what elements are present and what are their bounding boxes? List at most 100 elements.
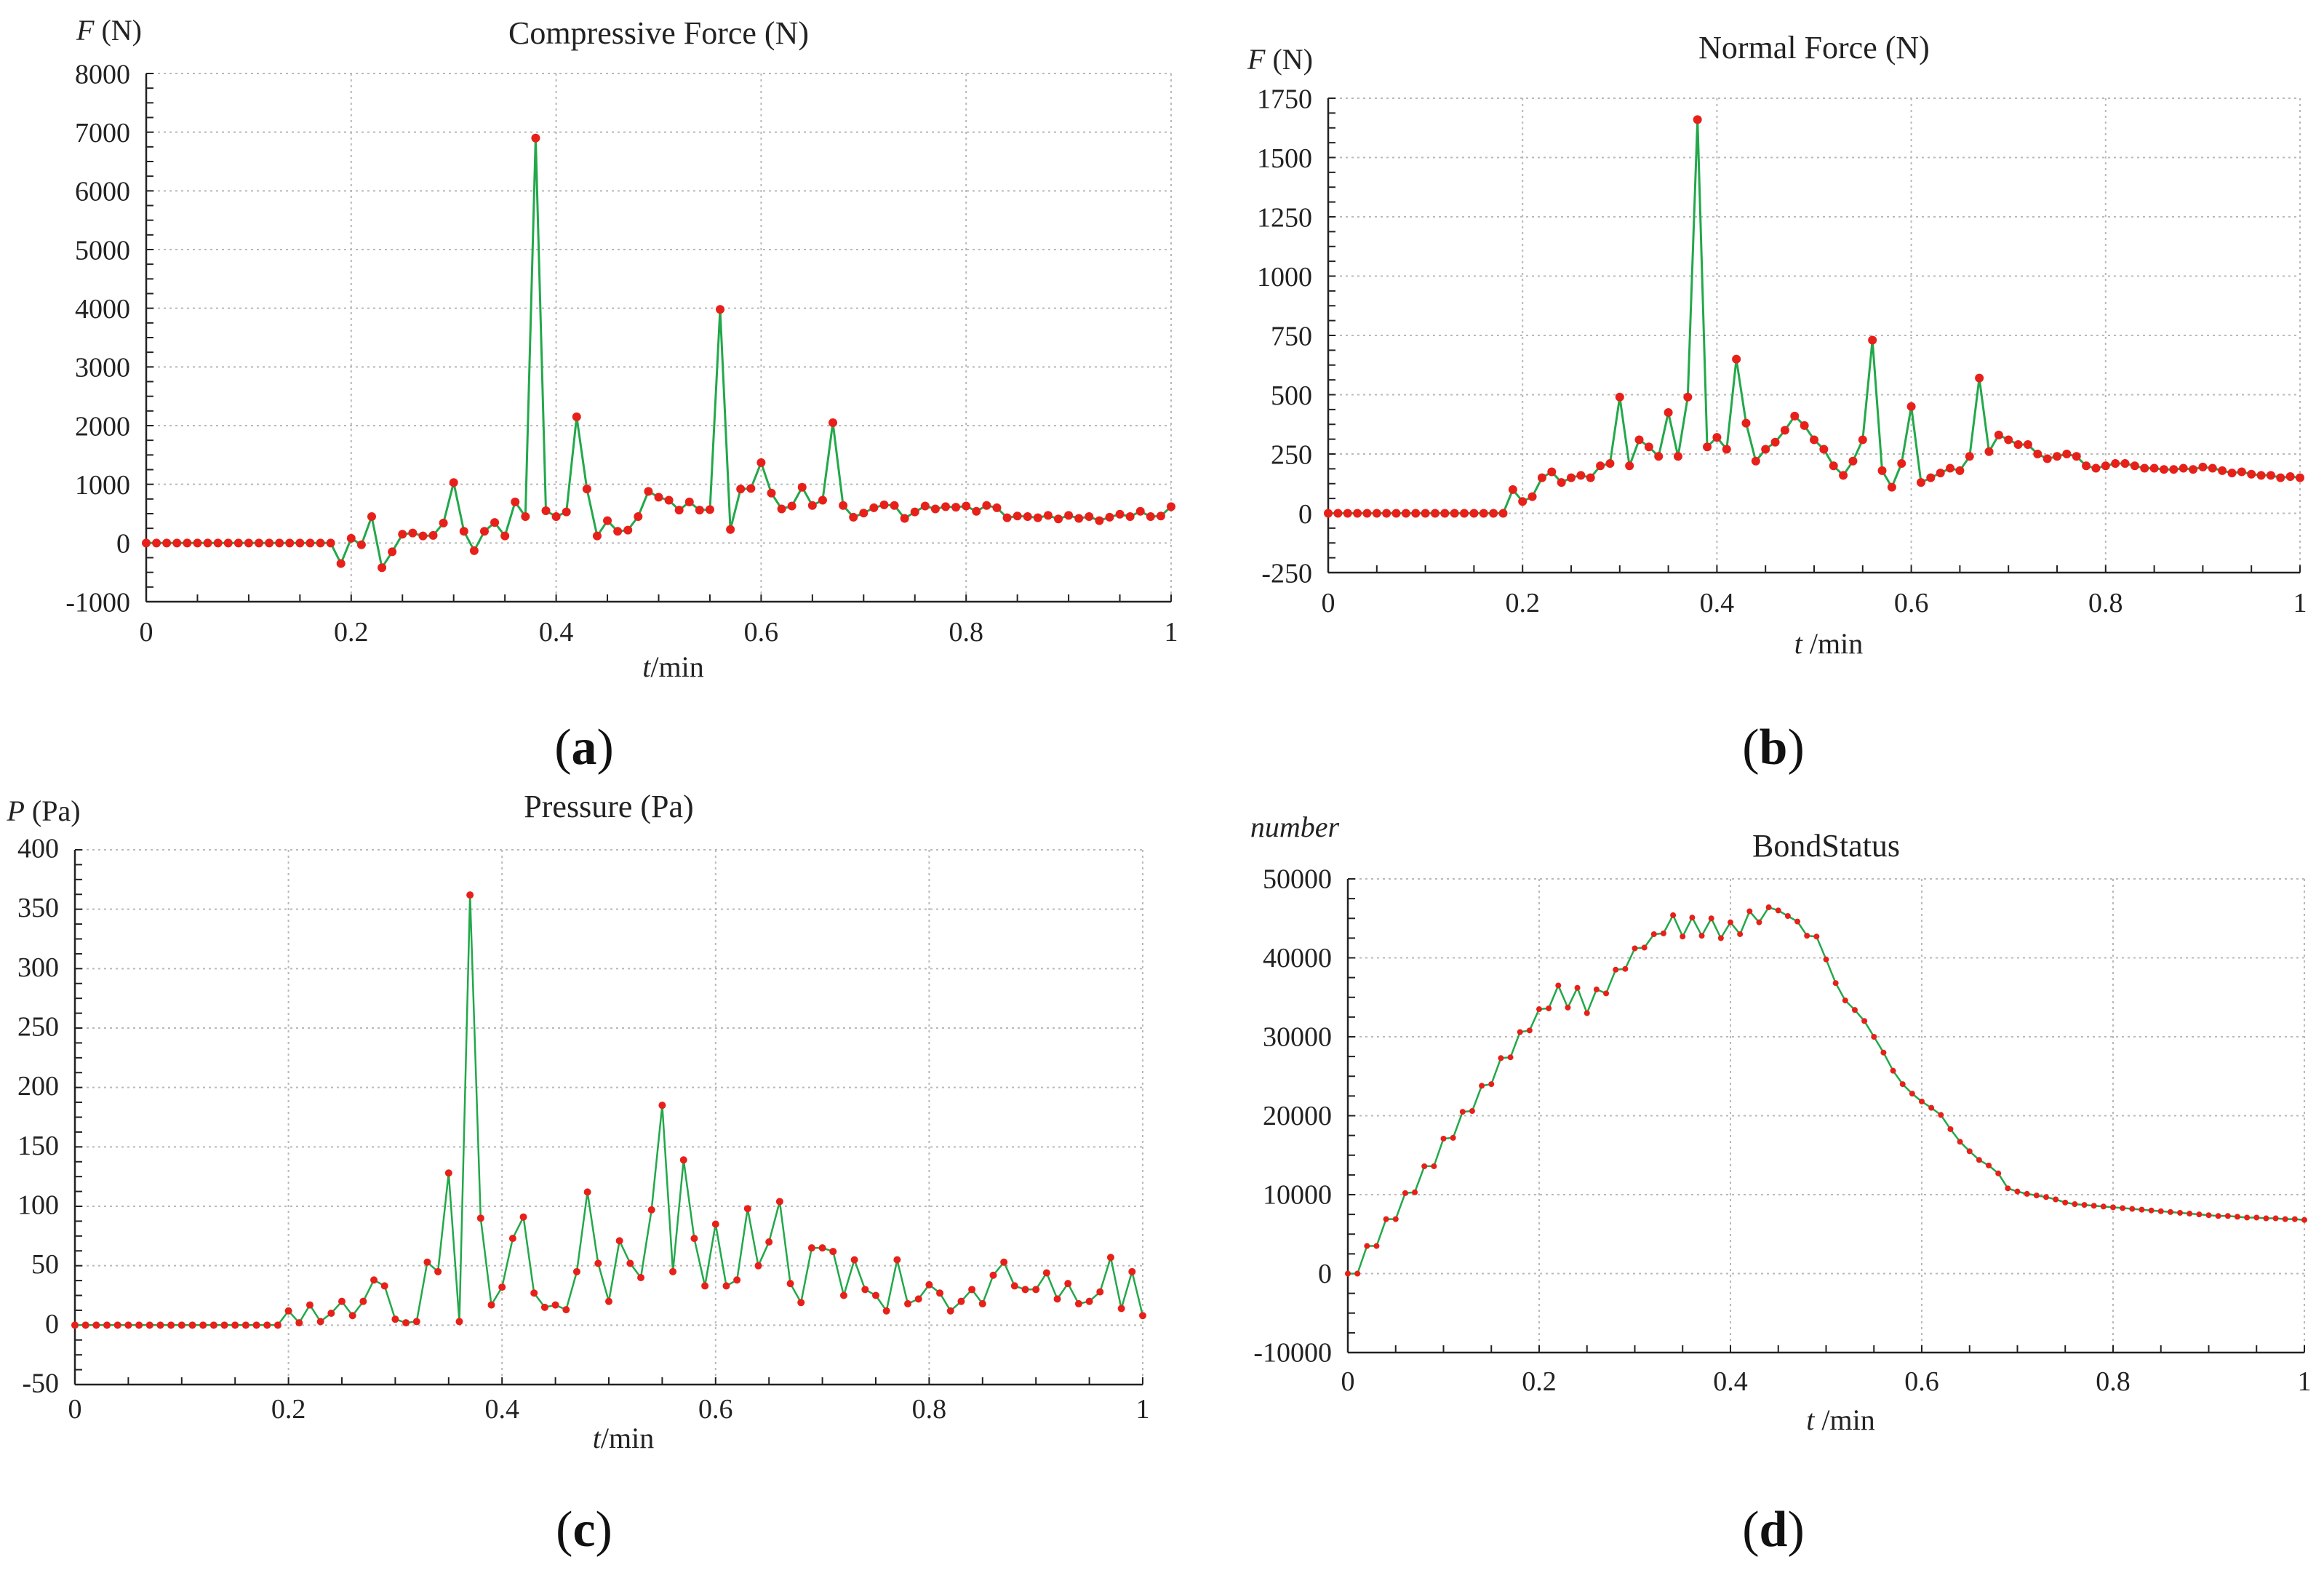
data-point	[1986, 1162, 1992, 1168]
data-point	[626, 1259, 634, 1267]
data-point	[1737, 931, 1744, 937]
data-point	[1976, 1157, 1982, 1163]
data-point	[498, 1283, 506, 1291]
data-point	[647, 1206, 655, 1214]
data-point	[828, 418, 838, 427]
data-point	[572, 1267, 580, 1275]
data-point	[359, 1297, 367, 1305]
data-point	[1670, 912, 1677, 918]
data-point	[444, 1169, 452, 1177]
data-point	[2053, 1196, 2059, 1203]
x-tick-label: 0.4	[1700, 588, 1735, 618]
data-point	[1431, 1163, 1437, 1169]
data-point	[428, 530, 438, 540]
data-point	[1479, 509, 1488, 518]
y-axis-label: F (N)	[76, 14, 142, 47]
data-point	[1946, 463, 1955, 473]
y-tick-label: 250	[1271, 439, 1312, 470]
data-point	[241, 1321, 249, 1329]
x-tick-label: 1	[1136, 1394, 1150, 1425]
data-point	[1383, 1216, 1389, 1222]
data-point	[223, 538, 233, 548]
x-tick-label: 0.2	[1505, 588, 1540, 618]
series-line	[146, 137, 1173, 569]
y-tick-label: 50	[31, 1249, 59, 1280]
y-tick-label: -250	[1261, 558, 1312, 589]
data-point	[1780, 426, 1789, 435]
y-tick-label: 1000	[1257, 262, 1312, 292]
data-point	[1708, 915, 1714, 922]
y-tick-label: 250	[17, 1012, 59, 1043]
data-point	[1634, 435, 1644, 445]
data-point	[1023, 512, 1032, 522]
x-tick-label: 0.8	[912, 1394, 947, 1425]
data-point	[572, 412, 581, 421]
data-point	[592, 531, 602, 541]
data-point	[1605, 459, 1615, 469]
y-tick-label: 8000	[75, 59, 130, 89]
data-point	[378, 563, 387, 573]
data-point	[220, 1321, 228, 1329]
x-tick-label: 0.6	[1894, 588, 1929, 618]
data-point	[2091, 463, 2101, 473]
data-point	[1373, 1243, 1380, 1249]
data-point	[2291, 1216, 2298, 1222]
data-point	[1106, 1254, 1114, 1262]
x-tick-label: 1	[2293, 588, 2307, 618]
data-point	[209, 1321, 217, 1329]
data-point	[705, 505, 714, 514]
data-point	[879, 500, 889, 509]
data-point	[2276, 473, 2285, 482]
data-point	[1615, 392, 1624, 402]
data-point	[1345, 1270, 1351, 1277]
data-point	[1043, 511, 1053, 520]
data-point	[2062, 450, 2072, 458]
x-tick-label: 0.6	[1904, 1366, 1939, 1397]
data-point	[623, 525, 633, 535]
data-point	[1871, 1034, 1877, 1040]
y-tick-label: 1000	[75, 470, 130, 501]
data-point	[605, 1297, 612, 1305]
data-point	[476, 1214, 484, 1222]
x-tick-label: 0	[1341, 1366, 1355, 1397]
data-point	[2244, 1214, 2251, 1221]
x-tick-label: 0.8	[2088, 588, 2123, 618]
data-point	[469, 546, 479, 555]
data-point	[1848, 456, 1858, 466]
data-point	[1412, 1189, 1418, 1195]
x-axis-label: t/min	[642, 650, 703, 683]
data-point	[162, 538, 172, 548]
data-point	[193, 538, 202, 548]
data-point	[1547, 467, 1557, 477]
data-point	[1654, 452, 1664, 461]
data-point	[1459, 1109, 1466, 1115]
panel-label: (c)	[556, 1502, 612, 1558]
data-point	[1596, 461, 1605, 471]
y-tick-label: 1250	[1257, 202, 1312, 233]
data-point	[135, 1321, 143, 1329]
data-point	[1430, 509, 1439, 518]
data-point	[2179, 463, 2188, 473]
data-point	[295, 538, 305, 548]
data-point	[1584, 1010, 1590, 1016]
data-point	[2081, 1202, 2088, 1208]
data-point	[551, 512, 561, 522]
data-point	[1372, 509, 1381, 518]
data-point	[1125, 512, 1135, 522]
data-point	[1741, 418, 1751, 428]
data-point	[1877, 466, 1887, 475]
data-point	[690, 1235, 698, 1243]
data-point	[1899, 1081, 1906, 1088]
y-axis-label: number	[1250, 811, 1340, 843]
data-point	[1823, 956, 1829, 963]
data-point	[1722, 445, 1731, 454]
data-point	[711, 1220, 719, 1228]
panel-c-pressure: -50 0 50 100 150 200 250 300 350 400 0 0.2 0.4 0.6 0.8…	[6, 789, 1149, 1558]
data-point	[1021, 1286, 1029, 1294]
data-point	[1984, 447, 1994, 456]
data-point	[2205, 1212, 2212, 1219]
data-point	[1800, 421, 1809, 430]
data-point	[900, 514, 909, 523]
y-tick-label: 20000	[1263, 1101, 1332, 1131]
data-point	[2218, 466, 2227, 475]
